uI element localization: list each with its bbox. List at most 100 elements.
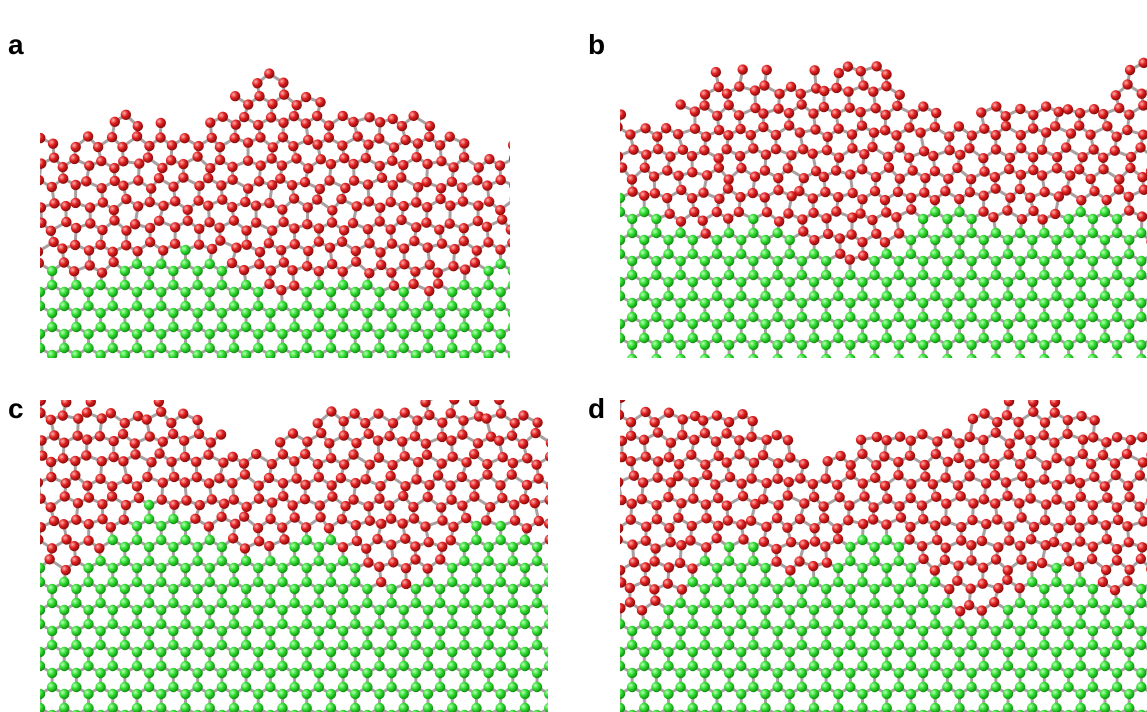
atom [166, 456, 177, 467]
atom [156, 286, 167, 298]
atom [1111, 311, 1123, 323]
atom [324, 438, 335, 449]
atom [1027, 290, 1038, 302]
atom [412, 415, 423, 426]
atom [651, 297, 662, 309]
atom [626, 227, 638, 239]
atom [362, 639, 373, 651]
atom [289, 364, 299, 374]
atom [410, 307, 422, 319]
atom [835, 248, 846, 259]
atom [1111, 339, 1123, 351]
atom [337, 555, 349, 567]
atom [447, 328, 458, 340]
atom [736, 162, 747, 174]
atom [483, 681, 494, 693]
atom [81, 176, 92, 187]
atom [481, 515, 492, 526]
atom [845, 339, 856, 351]
atom [675, 353, 686, 358]
bond [526, 207, 528, 222]
atom [289, 456, 300, 467]
atom [59, 702, 70, 712]
atom [699, 269, 711, 281]
atom [275, 173, 286, 184]
atom [1016, 143, 1027, 154]
atom [265, 555, 276, 567]
atom [179, 451, 191, 463]
atom [1111, 131, 1122, 142]
atom [699, 89, 711, 100]
atom [760, 290, 771, 302]
atom [422, 604, 434, 616]
atom [289, 239, 301, 250]
atom [95, 681, 106, 693]
atom [978, 190, 989, 201]
bond [40, 692, 41, 694]
atom [954, 361, 964, 371]
atom [602, 143, 612, 153]
atom [507, 322, 510, 332]
atom [23, 556, 33, 566]
atom [965, 174, 977, 185]
bond [40, 400, 45, 402]
atom [40, 435, 47, 446]
atom [337, 279, 349, 291]
bond [514, 158, 525, 167]
atom [784, 248, 795, 260]
atom [350, 520, 361, 531]
atom [990, 311, 1002, 323]
atom [748, 269, 759, 281]
atom [241, 501, 252, 513]
atom [253, 646, 264, 658]
bond [282, 369, 294, 376]
atom [143, 541, 155, 553]
atom [481, 413, 492, 424]
atom [600, 184, 610, 194]
atom [473, 200, 484, 211]
atom [421, 217, 432, 228]
atom [928, 150, 939, 162]
atom [68, 266, 80, 277]
atom [651, 353, 662, 358]
atom [351, 201, 362, 212]
atom [979, 123, 990, 134]
atom [287, 428, 299, 439]
atom [1051, 163, 1063, 174]
atom [820, 269, 832, 281]
atom [398, 688, 409, 700]
atom [203, 172, 214, 184]
atom [639, 276, 650, 288]
atom [446, 494, 457, 506]
atom [277, 660, 288, 672]
atom [673, 170, 684, 181]
atom [905, 276, 917, 288]
atom [192, 541, 203, 553]
atom [1136, 297, 1147, 309]
atom [314, 709, 324, 712]
atom [448, 521, 459, 533]
atom [205, 371, 215, 381]
atom [240, 597, 252, 609]
atom [156, 688, 167, 700]
atom [689, 206, 700, 218]
atom [1063, 269, 1074, 281]
atom [881, 290, 892, 302]
atom [204, 342, 215, 354]
atom [144, 140, 155, 152]
atom [96, 182, 107, 194]
atom [192, 414, 203, 426]
atom [1099, 206, 1111, 218]
atom [723, 297, 735, 309]
atom [96, 455, 107, 467]
atom [1087, 311, 1099, 323]
atom [436, 431, 448, 443]
atom [265, 321, 276, 333]
atom [798, 226, 809, 237]
atom [312, 458, 324, 470]
atom [46, 181, 58, 193]
atom [978, 276, 989, 288]
atom [1063, 227, 1074, 239]
atom [883, 162, 895, 173]
atom [40, 202, 47, 213]
